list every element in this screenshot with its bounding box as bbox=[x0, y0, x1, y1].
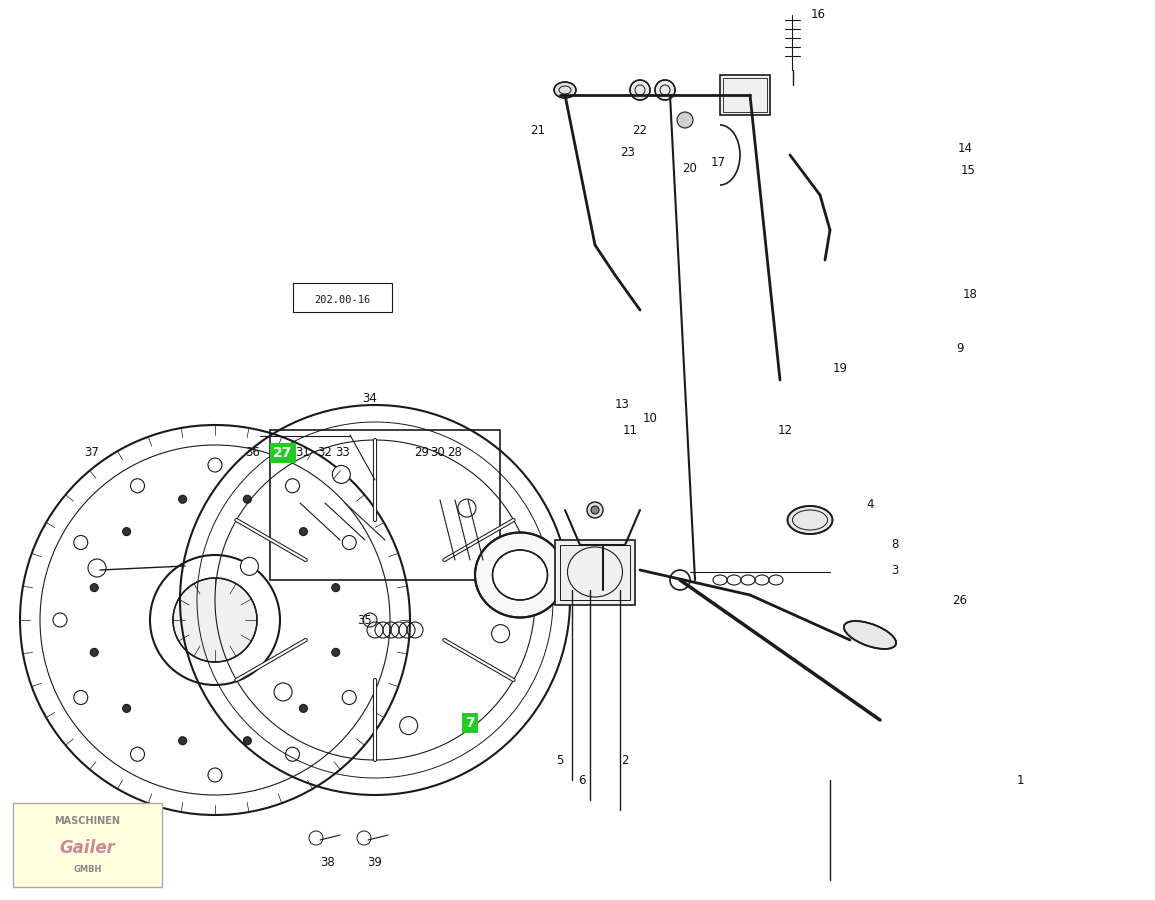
Circle shape bbox=[299, 527, 307, 536]
Circle shape bbox=[173, 578, 258, 662]
Text: 14: 14 bbox=[957, 141, 973, 155]
Circle shape bbox=[677, 112, 693, 128]
Circle shape bbox=[331, 583, 340, 591]
Circle shape bbox=[179, 495, 187, 503]
Ellipse shape bbox=[475, 533, 565, 617]
Text: 35: 35 bbox=[358, 614, 372, 626]
Text: 3: 3 bbox=[892, 563, 899, 577]
Circle shape bbox=[244, 495, 252, 503]
Circle shape bbox=[88, 559, 106, 577]
Text: 32: 32 bbox=[318, 446, 333, 460]
Circle shape bbox=[342, 690, 356, 705]
Circle shape bbox=[244, 737, 252, 744]
Ellipse shape bbox=[492, 550, 547, 600]
Circle shape bbox=[357, 831, 371, 845]
Circle shape bbox=[587, 502, 603, 518]
FancyBboxPatch shape bbox=[720, 75, 770, 115]
Circle shape bbox=[342, 536, 356, 550]
Text: 39: 39 bbox=[367, 857, 382, 869]
Text: 202.00-16: 202.00-16 bbox=[314, 295, 370, 305]
Text: 37: 37 bbox=[84, 446, 99, 460]
Circle shape bbox=[208, 458, 222, 472]
Text: 15: 15 bbox=[961, 164, 976, 176]
Circle shape bbox=[90, 583, 98, 591]
Text: 9: 9 bbox=[956, 341, 963, 355]
Text: 1: 1 bbox=[1016, 773, 1023, 787]
Circle shape bbox=[492, 625, 509, 643]
Text: 10: 10 bbox=[642, 411, 657, 425]
Circle shape bbox=[285, 747, 299, 761]
Circle shape bbox=[274, 683, 292, 701]
Circle shape bbox=[591, 506, 599, 514]
Text: 28: 28 bbox=[448, 446, 462, 460]
Text: MASCHINEN: MASCHINEN bbox=[54, 816, 120, 826]
Ellipse shape bbox=[655, 80, 675, 100]
Text: 11: 11 bbox=[623, 424, 638, 436]
Text: 7: 7 bbox=[465, 716, 475, 730]
Circle shape bbox=[208, 768, 222, 782]
Circle shape bbox=[90, 648, 98, 656]
Text: 6: 6 bbox=[579, 773, 586, 787]
Text: 4: 4 bbox=[866, 499, 873, 511]
Text: 34: 34 bbox=[363, 392, 378, 404]
Text: 31: 31 bbox=[296, 446, 311, 460]
Text: 19: 19 bbox=[833, 362, 848, 374]
Circle shape bbox=[179, 737, 187, 744]
Text: 13: 13 bbox=[614, 399, 629, 411]
Text: 8: 8 bbox=[892, 538, 899, 552]
Text: 29: 29 bbox=[415, 446, 430, 460]
Text: 12: 12 bbox=[777, 424, 792, 436]
Circle shape bbox=[457, 500, 476, 518]
Text: 27: 27 bbox=[274, 446, 292, 460]
Text: 26: 26 bbox=[953, 593, 968, 607]
Text: 18: 18 bbox=[962, 289, 977, 302]
FancyBboxPatch shape bbox=[13, 803, 162, 887]
Text: Gailer: Gailer bbox=[60, 839, 116, 857]
Circle shape bbox=[670, 570, 690, 590]
Text: 36: 36 bbox=[246, 446, 260, 460]
Ellipse shape bbox=[629, 80, 650, 100]
Circle shape bbox=[74, 690, 88, 705]
Text: 16: 16 bbox=[811, 8, 826, 22]
FancyBboxPatch shape bbox=[556, 540, 635, 605]
Text: GMBH: GMBH bbox=[73, 866, 102, 875]
Ellipse shape bbox=[788, 506, 833, 534]
Circle shape bbox=[400, 716, 418, 734]
Text: 5: 5 bbox=[557, 753, 564, 767]
Text: 20: 20 bbox=[683, 161, 698, 175]
Text: 17: 17 bbox=[710, 157, 725, 169]
Text: 33: 33 bbox=[336, 446, 350, 460]
Text: 38: 38 bbox=[321, 857, 335, 869]
Circle shape bbox=[333, 465, 350, 483]
Circle shape bbox=[53, 613, 67, 627]
Text: 2: 2 bbox=[621, 753, 628, 767]
Circle shape bbox=[310, 831, 323, 845]
Circle shape bbox=[285, 479, 299, 493]
Circle shape bbox=[363, 613, 377, 627]
Circle shape bbox=[122, 705, 131, 713]
Text: 30: 30 bbox=[431, 446, 446, 460]
Circle shape bbox=[331, 648, 340, 656]
Circle shape bbox=[240, 557, 259, 575]
Circle shape bbox=[131, 479, 144, 493]
Ellipse shape bbox=[554, 82, 576, 98]
Circle shape bbox=[74, 536, 88, 550]
Ellipse shape bbox=[844, 621, 896, 649]
Text: 23: 23 bbox=[620, 147, 635, 159]
Circle shape bbox=[131, 747, 144, 761]
Circle shape bbox=[299, 705, 307, 713]
Circle shape bbox=[122, 527, 131, 536]
Text: 21: 21 bbox=[530, 123, 545, 137]
Text: 22: 22 bbox=[633, 123, 648, 137]
